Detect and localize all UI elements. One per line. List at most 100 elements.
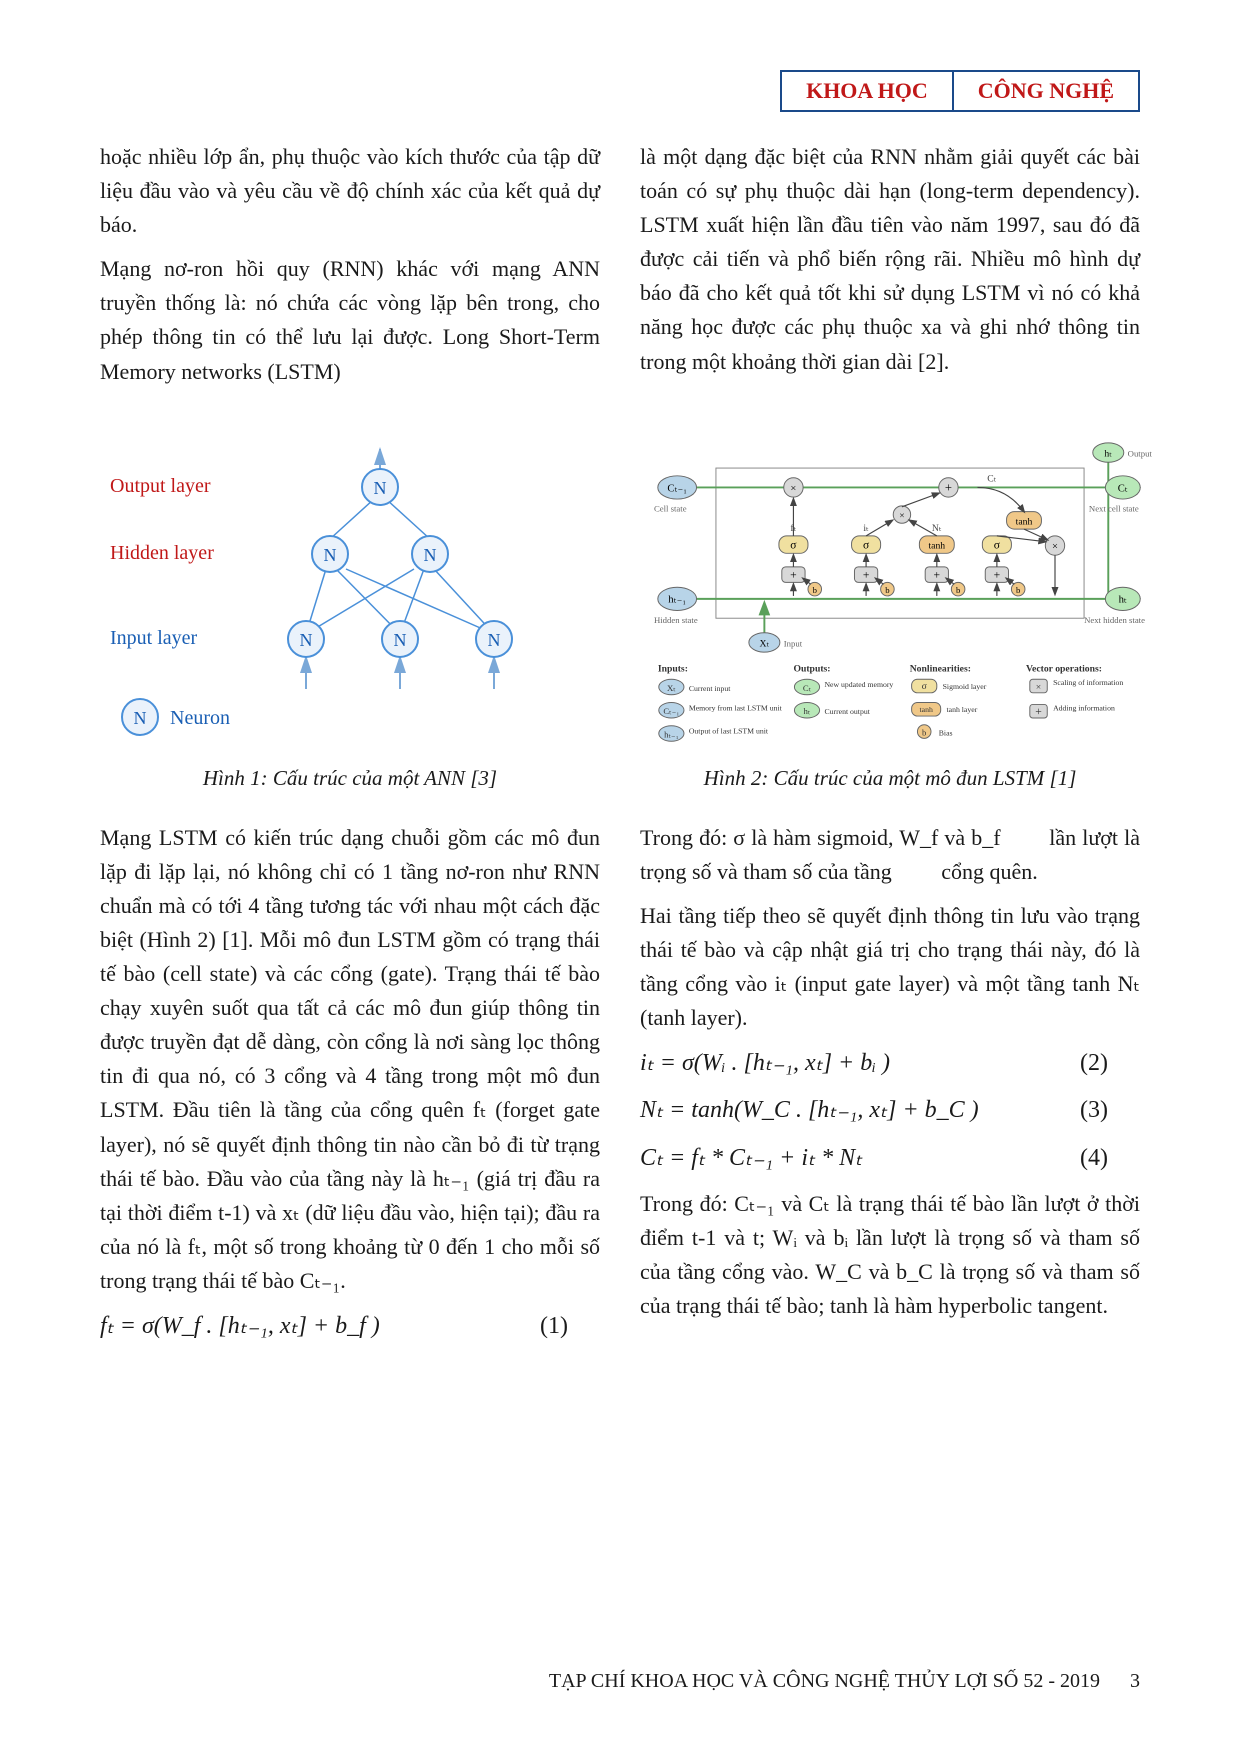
label-hidden: Hidden layer [110, 542, 214, 564]
label-output: Output layer [110, 475, 211, 497]
svg-text:Vector operations:: Vector operations: [1026, 663, 1102, 674]
body2-right-p1: Trong đó: σ là hàm sigmoid, W_f và b_f l… [640, 821, 1140, 889]
figure-1: N N N N N N N Output layer Hidden layer … [100, 439, 600, 791]
svg-text:Output of last LSTM unit: Output of last LSTM unit [689, 726, 769, 735]
svg-text:Next hidden state: Next hidden state [1084, 615, 1145, 625]
body2-right-p3: Trong đó: Cₜ₋₁ và Cₜ là trạng thái tế bà… [640, 1187, 1140, 1323]
body2-left: Mạng LSTM có kiến trúc dạng chuỗi gồm cá… [100, 821, 600, 1356]
svg-text:×: × [899, 510, 904, 521]
svg-text:+: + [790, 568, 797, 581]
body2-left-p1: Mạng LSTM có kiến trúc dạng chuỗi gồm cá… [100, 821, 600, 1298]
svg-text:Cₜ: Cₜ [803, 683, 812, 693]
body2-right-p2: Hai tầng tiếp theo sẽ quyết định thông t… [640, 899, 1140, 1035]
body2-content: Mạng LSTM có kiến trúc dạng chuỗi gồm cá… [100, 821, 1140, 1356]
svg-text:Cₜ: Cₜ [1118, 483, 1128, 494]
fig2-caption: Hình 2: Cấu trúc của một mô đun LSTM [1] [640, 766, 1140, 791]
body2-right: Trong đó: σ là hàm sigmoid, W_f và b_f l… [640, 821, 1140, 1356]
top-right-col: là một dạng đặc biệt của RNN nhằm giải q… [640, 140, 1140, 399]
svg-text:+: + [863, 568, 870, 581]
svg-text:Adding information: Adding information [1053, 703, 1115, 712]
page-number: 3 [1130, 1670, 1140, 1693]
svg-text:σ: σ [790, 538, 797, 551]
svg-text:tanh: tanh [919, 705, 932, 714]
svg-text:Sigmoid layer: Sigmoid layer [943, 682, 987, 691]
svg-text:hₜ: hₜ [1104, 448, 1112, 459]
label-neuron: Neuron [170, 707, 230, 729]
eq2-expr: iₜ = σ(Wᵢ . [hₜ₋₁, xₜ] + bᵢ ) [640, 1045, 890, 1082]
svg-text:+: + [994, 568, 1001, 581]
eq3-num: (3) [1080, 1092, 1140, 1129]
svg-text:Xₜ: Xₜ [667, 683, 676, 693]
svg-text:+: + [934, 568, 941, 581]
eq4-expr: Cₜ = fₜ * Cₜ₋₁ + iₜ * Nₜ [640, 1140, 862, 1177]
eq1-expr: fₜ = σ(W_f . [hₜ₋₁, xₜ] + b_f ) [100, 1308, 380, 1345]
svg-text:Cₜ₋₁: Cₜ₋₁ [667, 483, 687, 494]
equation-2: iₜ = σ(Wᵢ . [hₜ₋₁, xₜ] + bᵢ ) (2) [640, 1045, 1140, 1082]
svg-text:hₜ₋₁: hₜ₋₁ [664, 729, 679, 739]
svg-text:Current output: Current output [824, 707, 870, 716]
svg-text:σ: σ [994, 538, 1001, 551]
svg-text:N: N [324, 545, 337, 565]
svg-text:Next cell state: Next cell state [1089, 503, 1139, 513]
figure-2: Cₜ₋₁ Cell state Cₜ Next cell state hₜ₋₁ … [640, 439, 1140, 791]
svg-text:Outputs:: Outputs: [793, 663, 830, 674]
fig1-caption: Hình 1: Cấu trúc của một ANN [3] [100, 766, 600, 791]
svg-text:hₜ: hₜ [1119, 594, 1127, 605]
svg-text:×: × [1036, 682, 1041, 693]
tab-cong-nghe: CÔNG NGHỆ [952, 70, 1140, 112]
top-left-p1: hoặc nhiều lớp ẩn, phụ thuộc vào kích th… [100, 140, 600, 242]
top-left-col: hoặc nhiều lớp ẩn, phụ thuộc vào kích th… [100, 140, 600, 399]
svg-text:N: N [424, 545, 437, 565]
node-N: N [374, 478, 387, 498]
label-input: Input layer [110, 627, 198, 649]
svg-text:Current input: Current input [689, 684, 731, 693]
svg-text:Xₜ: Xₜ [759, 638, 769, 649]
svg-text:N: N [488, 630, 501, 650]
svg-text:hₜ: hₜ [804, 706, 811, 716]
svg-text:b: b [922, 727, 927, 737]
tab-khoa-hoc: KHOA HỌC [780, 70, 952, 112]
top-right-p1: là một dạng đặc biệt của RNN nhằm giải q… [640, 140, 1140, 379]
svg-text:×: × [790, 483, 796, 494]
top-left-p2: Mạng nơ-ron hồi quy (RNN) khác với mạng … [100, 252, 600, 388]
svg-text:Cell state: Cell state [654, 503, 687, 513]
svg-text:b: b [885, 585, 890, 595]
svg-text:N: N [394, 630, 407, 650]
svg-text:σ: σ [863, 538, 870, 551]
header-tabs: KHOA HỌC CÔNG NGHỆ [780, 70, 1140, 112]
svg-text:Bias: Bias [939, 728, 953, 737]
svg-text:Cₜ₋₁: Cₜ₋₁ [663, 706, 679, 716]
svg-text:iₜ: iₜ [863, 523, 869, 534]
svg-text:tanh layer: tanh layer [947, 705, 978, 714]
svg-text:Hidden state: Hidden state [654, 615, 698, 625]
svg-text:b: b [956, 585, 961, 595]
svg-text:Inputs:: Inputs: [658, 663, 688, 674]
lstm-diagram: Cₜ₋₁ Cell state Cₜ Next cell state hₜ₋₁ … [640, 439, 1160, 749]
svg-text:tanh: tanh [928, 540, 945, 551]
svg-text:N: N [134, 708, 147, 728]
top-content: hoặc nhiều lớp ẩn, phụ thuộc vào kích th… [100, 140, 1140, 399]
ann-diagram: N N N N N N N Output layer Hidden layer … [100, 439, 600, 749]
page-footer: TẠP CHÍ KHOA HỌC VÀ CÔNG NGHỆ THỦY LỢI S… [549, 1670, 1140, 1693]
svg-text:Nₜ: Nₜ [932, 523, 942, 534]
svg-text:Scaling of information: Scaling of information [1053, 678, 1123, 687]
svg-text:Memory from last LSTM unit: Memory from last LSTM unit [689, 703, 783, 712]
svg-text:+: + [1035, 705, 1042, 718]
equation-1: fₜ = σ(W_f . [hₜ₋₁, xₜ] + b_f ) (1) [100, 1308, 600, 1345]
svg-text:hₜ₋₁: hₜ₋₁ [668, 594, 686, 605]
equation-4: Cₜ = fₜ * Cₜ₋₁ + iₜ * Nₜ (4) [640, 1140, 1140, 1177]
svg-text:+: + [945, 480, 952, 494]
svg-text:New updated memory: New updated memory [824, 680, 893, 689]
journal-name: TẠP CHÍ KHOA HỌC VÀ CÔNG NGHỆ THỦY LỢI S… [549, 1670, 1100, 1693]
eq1-num: (1) [540, 1308, 600, 1345]
svg-text:×: × [1052, 541, 1058, 552]
svg-text:σ: σ [922, 681, 928, 692]
equation-3: Nₜ = tanh(W_C . [hₜ₋₁, xₜ] + b_C ) (3) [640, 1092, 1140, 1129]
svg-text:N: N [300, 630, 313, 650]
svg-text:b: b [813, 585, 818, 595]
svg-text:Output: Output [1128, 448, 1153, 458]
figures-row: N N N N N N N Output layer Hidden layer … [100, 439, 1140, 791]
svg-text:Cₜ: Cₜ [987, 473, 996, 484]
eq3-expr: Nₜ = tanh(W_C . [hₜ₋₁, xₜ] + b_C ) [640, 1092, 979, 1129]
eq2-num: (2) [1080, 1045, 1140, 1082]
